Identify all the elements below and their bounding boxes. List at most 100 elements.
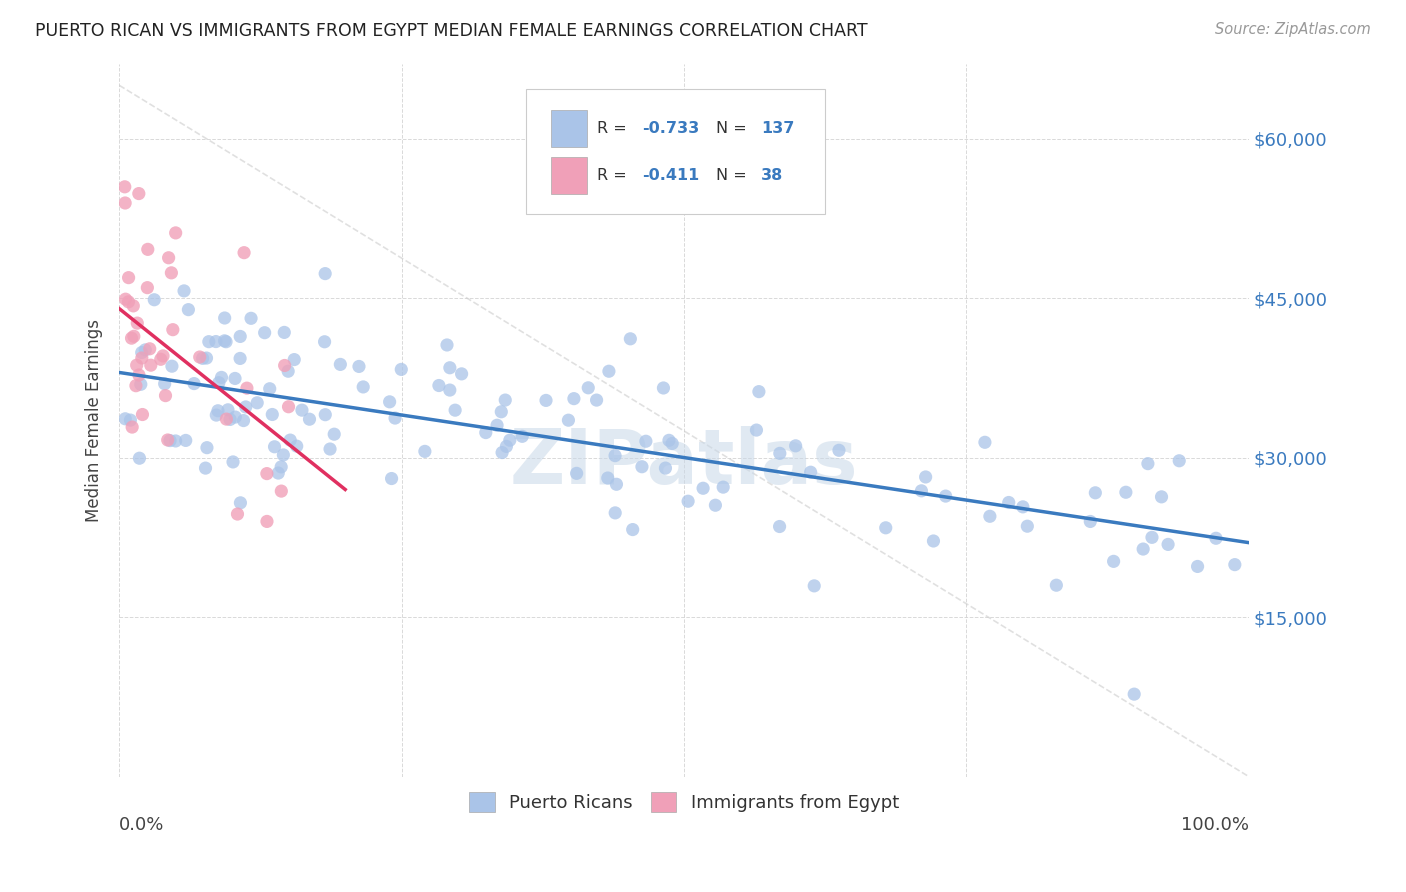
Point	[495, 439, 517, 453]
Point	[246, 396, 269, 410]
Point	[131, 345, 153, 359]
Text: 137: 137	[761, 121, 794, 136]
Point	[125, 358, 148, 372]
Point	[236, 381, 259, 395]
Point	[935, 489, 957, 503]
Point	[125, 378, 148, 392]
Point	[875, 521, 897, 535]
Point	[256, 515, 278, 529]
Point	[652, 381, 675, 395]
Point	[122, 299, 145, 313]
Point	[450, 367, 472, 381]
Point	[270, 459, 292, 474]
Point	[298, 412, 321, 426]
FancyBboxPatch shape	[551, 111, 586, 147]
Point	[997, 495, 1019, 509]
Point	[117, 294, 139, 309]
Point	[1157, 537, 1180, 551]
Point	[1168, 454, 1191, 468]
Point	[262, 408, 284, 422]
Point	[439, 360, 461, 375]
Point	[658, 434, 681, 448]
Point	[160, 359, 183, 374]
Point	[748, 384, 770, 399]
Point	[165, 226, 187, 240]
Point	[194, 461, 217, 475]
Point	[285, 439, 308, 453]
Point	[205, 334, 228, 349]
Point	[153, 376, 176, 391]
Point	[603, 449, 626, 463]
Point	[224, 371, 246, 385]
Point	[439, 383, 461, 397]
Point	[177, 302, 200, 317]
Point	[914, 470, 936, 484]
Point	[159, 434, 181, 448]
Point	[1102, 554, 1125, 568]
Point	[314, 267, 336, 281]
Point	[413, 444, 436, 458]
Point	[188, 350, 211, 364]
Point	[134, 343, 156, 357]
Point	[152, 349, 174, 363]
Point	[427, 378, 450, 392]
Text: ZIPatlas: ZIPatlas	[510, 426, 859, 500]
Point	[768, 519, 790, 533]
Point	[120, 413, 142, 427]
Point	[576, 381, 599, 395]
Point	[785, 439, 807, 453]
Text: R =: R =	[598, 168, 631, 183]
Point	[277, 400, 299, 414]
Point	[121, 420, 143, 434]
Point	[475, 425, 498, 440]
Point	[121, 331, 143, 345]
Point	[283, 352, 305, 367]
Point	[1045, 578, 1067, 592]
Point	[157, 251, 180, 265]
Point	[314, 408, 336, 422]
Point	[270, 484, 292, 499]
Point	[131, 408, 153, 422]
Point	[240, 311, 263, 326]
Point	[165, 434, 187, 448]
Point	[1150, 490, 1173, 504]
Text: -0.733: -0.733	[643, 121, 700, 136]
Point	[654, 461, 676, 475]
Point	[214, 334, 236, 348]
Point	[1017, 519, 1039, 533]
Text: 0.0%: 0.0%	[120, 816, 165, 834]
Point	[979, 509, 1001, 524]
Point	[139, 358, 162, 372]
Point	[207, 403, 229, 417]
Point	[136, 243, 159, 257]
Text: 100.0%: 100.0%	[1181, 816, 1249, 834]
Point	[114, 179, 136, 194]
Point	[229, 329, 252, 343]
Point	[117, 270, 139, 285]
Point	[128, 451, 150, 466]
Point	[155, 389, 177, 403]
Point	[444, 403, 467, 417]
Point	[183, 376, 205, 391]
Point	[352, 380, 374, 394]
Point	[486, 418, 509, 433]
Point	[605, 477, 627, 491]
Point	[259, 382, 281, 396]
Point	[381, 471, 404, 485]
Point	[122, 329, 145, 343]
Point	[436, 338, 458, 352]
Point	[215, 412, 238, 426]
Point	[621, 523, 644, 537]
Point	[676, 494, 699, 508]
Point	[534, 393, 557, 408]
Point	[211, 370, 233, 384]
Point	[1078, 515, 1101, 529]
Point	[631, 459, 654, 474]
Point	[131, 351, 153, 365]
Point	[253, 326, 276, 340]
Point	[585, 393, 607, 408]
Point	[267, 466, 290, 480]
Point	[128, 186, 150, 201]
Point	[162, 323, 184, 337]
Point	[1223, 558, 1246, 572]
